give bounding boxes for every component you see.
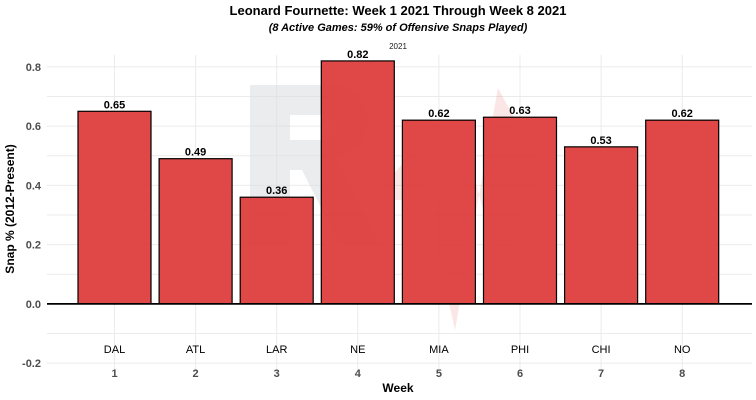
y-tick-label: 0.2 [26,240,41,252]
bars [77,60,720,305]
opponent-label-week-1: DAL [104,344,125,356]
x-tick-label-week-2: 2 [193,368,199,380]
bar-week-5 [401,119,476,305]
y-tick-label: 0.0 [26,299,41,311]
value-label-week-7: 0.53 [590,135,611,147]
opponent-label-week-7: CHI [592,344,611,356]
opponent-label-week-8: NO [674,344,691,356]
y-axis-title: Snap % (2012-Present) [3,144,17,273]
x-axis-title: Week [382,381,413,395]
y-tick-label: 0.8 [26,62,41,74]
value-label-week-2: 0.49 [185,147,206,159]
x-tick-label-week-6: 6 [517,368,523,380]
opponent-label-week-5: MIA [429,344,449,356]
opponent-label-week-2: ATL [186,344,205,356]
y-tick-label: 0.4 [26,180,42,192]
y-tick-label: -0.2 [22,358,41,370]
chart-title: Leonard Fournette: Week 1 2021 Through W… [230,3,567,18]
bar-week-8 [645,119,720,305]
value-label-week-8: 0.62 [671,108,692,120]
opponent-label-week-3: LAR [266,344,287,356]
opponent-labels: DAL ATL LAR NE MIA PHI CHI NO [104,344,691,356]
x-axis-ticks: 1 2 3 4 5 6 7 8 [111,368,685,380]
x-tick-label-week-8: 8 [679,368,685,380]
bar-week-4 [320,60,395,305]
x-tick-label-week-4: 4 [355,368,362,380]
value-label-week-1: 0.65 [104,99,125,111]
value-label-week-4: 0.82 [347,49,368,61]
value-label-week-3: 0.36 [266,185,287,197]
value-label-week-5: 0.62 [428,108,449,120]
value-labels: 0.65 0.49 0.36 0.82 0.62 0.63 0.53 0.62 [104,49,693,197]
y-tick-label: 0.6 [26,121,41,133]
opponent-label-week-4: NE [350,344,365,356]
x-tick-label-week-1: 1 [111,368,117,380]
x-tick-label-week-7: 7 [598,368,604,380]
facet-label: 2021 [389,42,407,51]
bar-week-2 [158,158,233,305]
y-axis-ticks: -0.2 0.0 0.2 0.4 0.6 0.8 [22,62,42,370]
bar-week-7 [563,146,639,305]
opponent-label-week-6: PHI [511,344,529,356]
x-tick-label-week-3: 3 [274,368,280,380]
x-tick-label-week-5: 5 [436,368,442,380]
bar-week-6 [482,116,558,305]
chart-subtitle: (8 Active Games: 59% of Offensive Snaps … [269,22,528,34]
bar-week-1 [77,110,152,305]
bar-week-3 [239,196,314,305]
value-label-week-6: 0.63 [509,105,530,117]
